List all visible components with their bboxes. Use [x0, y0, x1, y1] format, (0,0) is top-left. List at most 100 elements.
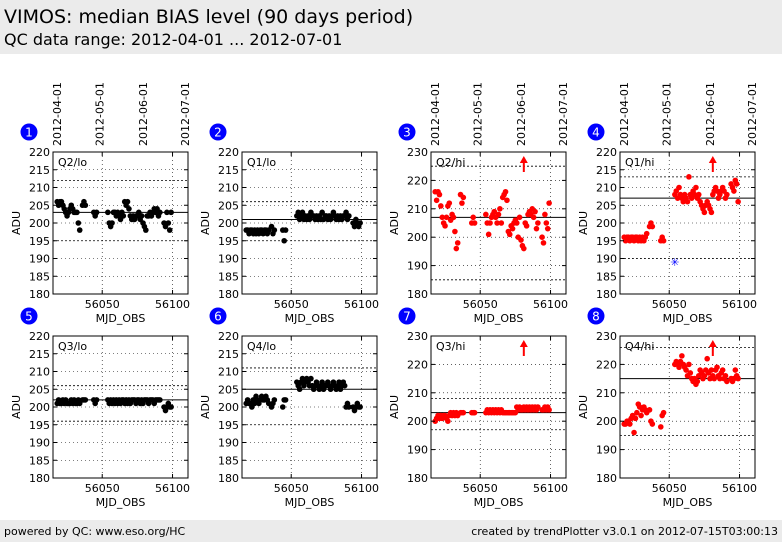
data-point: [719, 367, 726, 373]
x-tick-label: 56100: [344, 482, 379, 495]
data-point: [687, 370, 694, 376]
y-tick-label: 195: [29, 419, 50, 432]
panel-number: 2: [214, 126, 222, 140]
data-point: [281, 237, 287, 244]
data-point: [532, 208, 538, 215]
date-tick-label: 2012-06-01: [137, 82, 150, 146]
y-tick-label: 210: [596, 387, 617, 400]
y-tick-label: 230: [407, 146, 428, 159]
data-point: [495, 211, 502, 218]
data-point: [708, 209, 715, 216]
data-point: [296, 386, 303, 393]
data-point: [657, 424, 664, 430]
data-point: [627, 421, 633, 427]
data-point: [504, 197, 510, 204]
data-point: [701, 372, 708, 379]
panel-number: 4: [592, 126, 600, 140]
data-point: [693, 184, 699, 191]
data-point: [731, 188, 737, 194]
y-tick-label: 200: [596, 217, 617, 230]
data-point: [157, 209, 163, 216]
y-tick-label: 220: [29, 330, 50, 343]
y-tick-label: 190: [596, 444, 617, 457]
data-point: [631, 429, 637, 436]
x-axis-label: MJD_OBS: [285, 312, 335, 325]
data-point: [459, 200, 465, 206]
date-tick-label: 2012-07-01: [557, 82, 570, 146]
y-tick-label: 220: [29, 146, 50, 159]
data-point: [76, 227, 83, 233]
x-axis-label: MJD_OBS: [663, 312, 713, 325]
data-point: [483, 211, 489, 218]
x-axis-label: MJD_OBS: [96, 312, 146, 325]
data-point: [708, 367, 715, 373]
data-point: [546, 407, 552, 413]
data-point: [498, 220, 505, 226]
x-axis-label: MJD_OBS: [474, 312, 524, 325]
date-tick-label: 2012-05-01: [93, 82, 106, 146]
data-point: [157, 397, 163, 403]
chart-panel-3: 180 190 200 210 220 230 56050 56100 2012-04-01 20…: [388, 82, 570, 325]
y-tick-label: 195: [218, 419, 239, 432]
data-point: [632, 415, 639, 422]
data-point: [695, 191, 702, 198]
x-tick-label: 56050: [463, 482, 498, 495]
outlier-marker: ✳: [670, 256, 679, 269]
y-tick-label: 205: [29, 383, 50, 396]
header: VIMOS: median BIAS level (90 days period…: [0, 0, 782, 54]
x-tick-label: 56050: [274, 482, 309, 495]
data-point: [540, 240, 547, 246]
panel-label: Q4/lo: [247, 340, 276, 353]
data-point: [704, 355, 710, 362]
y-axis-label: ADU: [388, 395, 401, 419]
chart-panel-2: 180 185 190 195 200 205 210 215 220 56050 56100 MJD…: [199, 123, 379, 325]
data-point: [542, 211, 548, 218]
y-tick-label: 210: [29, 366, 50, 379]
y-tick-label: 220: [596, 146, 617, 159]
data-point: [543, 220, 550, 226]
panel-number-badge: [398, 307, 416, 325]
data-point: [546, 200, 552, 206]
data-point: [168, 209, 174, 216]
chart-panel-1: 180 185 190 195 200 205 210 215 220 56050 56100 201…: [10, 82, 192, 325]
data-point: [471, 409, 478, 416]
y-axis-label: ADU: [388, 211, 401, 235]
y-tick-label: 220: [596, 358, 617, 371]
y-tick-label: 215: [29, 348, 50, 361]
data-point: [453, 245, 460, 252]
y-tick-label: 200: [407, 231, 428, 244]
data-point: [439, 214, 446, 221]
y-tick-label: 180: [407, 288, 428, 301]
y-tick-label: 190: [29, 437, 50, 450]
data-point: [649, 421, 656, 427]
y-tick-label: 210: [596, 182, 617, 195]
y-axis-label: ADU: [10, 211, 23, 235]
y-tick-label: 205: [218, 383, 239, 396]
data-point: [282, 227, 289, 233]
y-axis-label: ADU: [199, 395, 212, 419]
y-tick-label: 185: [218, 270, 239, 283]
data-point: [357, 220, 363, 226]
data-point: [686, 174, 692, 180]
data-point: [443, 214, 450, 221]
y-tick-label: 190: [29, 253, 50, 266]
panel-number: 7: [403, 310, 411, 324]
footer: powered by QC: www.eso.org/HC created by…: [0, 520, 782, 542]
panel-label: Q1/lo: [247, 156, 276, 169]
panel-number: 1: [25, 126, 33, 140]
page-subtitle: QC data range: 2012-04-01 ... 2012-07-01: [4, 30, 343, 49]
chart-panel-6: 180 185 190 195 200 205 210 215 220 56050 56100 MJD…: [199, 307, 379, 509]
data-point: [701, 209, 708, 216]
panel-label: Q2/hi: [436, 156, 465, 169]
y-tick-label: 200: [218, 217, 239, 230]
out-of-range-arrowhead: [519, 156, 528, 163]
data-point: [735, 375, 741, 382]
data-point: [446, 200, 453, 206]
panel-label: Q1/hi: [625, 156, 654, 169]
y-tick-label: 220: [407, 174, 428, 187]
data-point: [442, 223, 448, 229]
data-point: [450, 214, 457, 221]
panel-label: Q4/hi: [625, 340, 654, 353]
panel-number: 8: [592, 310, 600, 324]
x-tick-label: 56100: [722, 298, 757, 311]
